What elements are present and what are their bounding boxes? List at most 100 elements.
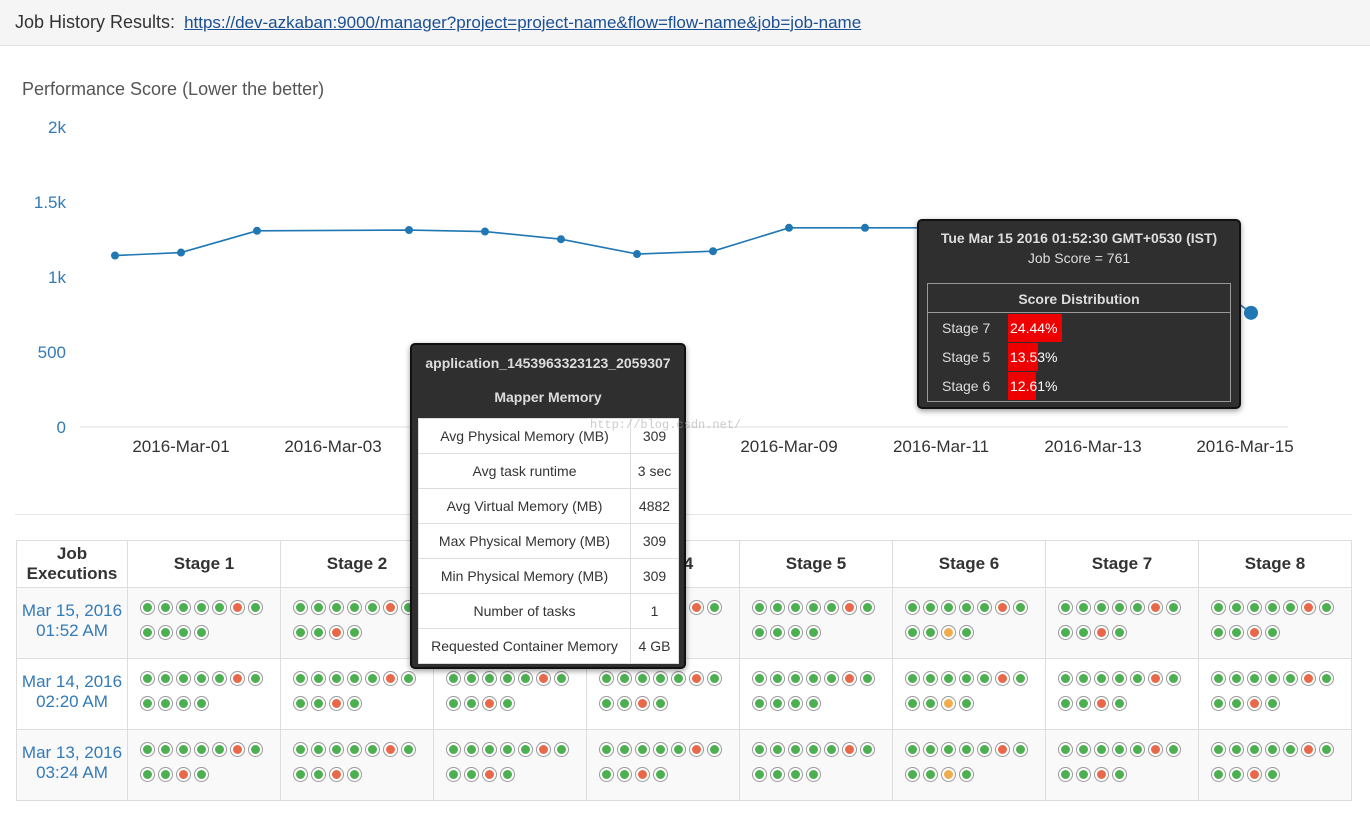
status-dot-green[interactable] xyxy=(600,768,613,781)
status-dot-green[interactable] xyxy=(1266,601,1279,614)
status-dot-green[interactable] xyxy=(483,743,496,756)
status-dot-red[interactable] xyxy=(483,768,496,781)
status-dot-green[interactable] xyxy=(618,743,631,756)
status-dot-red[interactable] xyxy=(843,743,856,756)
status-dot-green[interactable] xyxy=(1059,626,1072,639)
status-dot-red[interactable] xyxy=(1095,626,1108,639)
status-dot-green[interactable] xyxy=(789,672,802,685)
status-dot-green[interactable] xyxy=(789,743,802,756)
status-dot-red[interactable] xyxy=(384,743,397,756)
status-dot-green[interactable] xyxy=(330,601,343,614)
status-dot-green[interactable] xyxy=(195,697,208,710)
status-dot-green[interactable] xyxy=(141,626,154,639)
status-dot-green[interactable] xyxy=(960,626,973,639)
status-dot-red[interactable] xyxy=(330,626,343,639)
status-dot-green[interactable] xyxy=(1284,601,1297,614)
status-dot-green[interactable] xyxy=(672,672,685,685)
status-dot-green[interactable] xyxy=(1113,672,1126,685)
status-dot-green[interactable] xyxy=(159,626,172,639)
status-dot-green[interactable] xyxy=(1212,743,1225,756)
status-dot-green[interactable] xyxy=(1077,697,1090,710)
status-dot-green[interactable] xyxy=(807,672,820,685)
status-dot-green[interactable] xyxy=(861,672,874,685)
status-dot-green[interactable] xyxy=(1167,601,1180,614)
status-dot-green[interactable] xyxy=(1059,697,1072,710)
status-dot-green[interactable] xyxy=(1266,672,1279,685)
status-dot-green[interactable] xyxy=(825,743,838,756)
status-dot-green[interactable] xyxy=(465,672,478,685)
status-dot-green[interactable] xyxy=(1077,601,1090,614)
status-dot-green[interactable] xyxy=(294,768,307,781)
status-dot-green[interactable] xyxy=(312,672,325,685)
status-dot-green[interactable] xyxy=(861,601,874,614)
status-dot-green[interactable] xyxy=(825,672,838,685)
status-dot-green[interactable] xyxy=(672,743,685,756)
status-dot-green[interactable] xyxy=(753,697,766,710)
status-dot-red[interactable] xyxy=(231,743,244,756)
status-dot-green[interactable] xyxy=(177,697,190,710)
status-dot-green[interactable] xyxy=(618,768,631,781)
status-dot-green[interactable] xyxy=(1095,672,1108,685)
status-dot-green[interactable] xyxy=(825,601,838,614)
status-dot-red[interactable] xyxy=(537,743,550,756)
status-dot-green[interactable] xyxy=(519,743,532,756)
status-dot-red[interactable] xyxy=(636,697,649,710)
status-dot-green[interactable] xyxy=(159,672,172,685)
status-dot-green[interactable] xyxy=(1266,768,1279,781)
execution-link[interactable]: Mar 14, 2016 02:20 AM xyxy=(21,672,123,711)
status-dot-green[interactable] xyxy=(294,672,307,685)
status-dot-red[interactable] xyxy=(384,672,397,685)
status-dot-green[interactable] xyxy=(402,743,415,756)
status-dot-green[interactable] xyxy=(906,672,919,685)
status-dot-green[interactable] xyxy=(213,601,226,614)
status-dot-green[interactable] xyxy=(312,626,325,639)
status-dot-green[interactable] xyxy=(1113,768,1126,781)
status-dot-green[interactable] xyxy=(249,601,262,614)
status-dot-green[interactable] xyxy=(600,672,613,685)
status-dot-green[interactable] xyxy=(1230,601,1243,614)
status-dot-green[interactable] xyxy=(1014,672,1027,685)
status-dot-green[interactable] xyxy=(978,672,991,685)
status-dot-green[interactable] xyxy=(1320,743,1333,756)
status-dot-green[interactable] xyxy=(447,672,460,685)
status-dot-green[interactable] xyxy=(501,768,514,781)
status-dot-green[interactable] xyxy=(195,768,208,781)
status-dot-green[interactable] xyxy=(654,697,667,710)
status-dot-red[interactable] xyxy=(483,697,496,710)
status-dot-green[interactable] xyxy=(771,626,784,639)
status-dot-green[interactable] xyxy=(1077,626,1090,639)
status-dot-orange[interactable] xyxy=(942,697,955,710)
status-dot-green[interactable] xyxy=(753,626,766,639)
status-dot-green[interactable] xyxy=(1113,743,1126,756)
status-dot-green[interactable] xyxy=(708,601,721,614)
status-dot-green[interactable] xyxy=(312,768,325,781)
status-dot-green[interactable] xyxy=(1059,768,1072,781)
status-dot-green[interactable] xyxy=(195,601,208,614)
status-dot-red[interactable] xyxy=(177,768,190,781)
status-dot-green[interactable] xyxy=(249,672,262,685)
status-dot-green[interactable] xyxy=(141,743,154,756)
status-dot-green[interactable] xyxy=(906,768,919,781)
status-dot-green[interactable] xyxy=(348,743,361,756)
status-dot-red[interactable] xyxy=(1095,768,1108,781)
status-dot-green[interactable] xyxy=(960,768,973,781)
status-dot-green[interactable] xyxy=(807,601,820,614)
status-dot-green[interactable] xyxy=(366,601,379,614)
status-dot-red[interactable] xyxy=(690,601,703,614)
status-dot-green[interactable] xyxy=(177,626,190,639)
status-dot-green[interactable] xyxy=(312,601,325,614)
status-dot-green[interactable] xyxy=(1167,672,1180,685)
status-dot-red[interactable] xyxy=(330,768,343,781)
status-dot-green[interactable] xyxy=(1077,672,1090,685)
status-dot-green[interactable] xyxy=(1059,672,1072,685)
status-dot-green[interactable] xyxy=(1266,743,1279,756)
status-dot-green[interactable] xyxy=(330,743,343,756)
status-dot-green[interactable] xyxy=(1212,601,1225,614)
status-dot-green[interactable] xyxy=(348,697,361,710)
status-dot-green[interactable] xyxy=(195,743,208,756)
status-dot-red[interactable] xyxy=(1149,672,1162,685)
status-dot-green[interactable] xyxy=(960,743,973,756)
status-dot-green[interactable] xyxy=(1131,601,1144,614)
status-dot-green[interactable] xyxy=(465,697,478,710)
status-dot-green[interactable] xyxy=(195,626,208,639)
